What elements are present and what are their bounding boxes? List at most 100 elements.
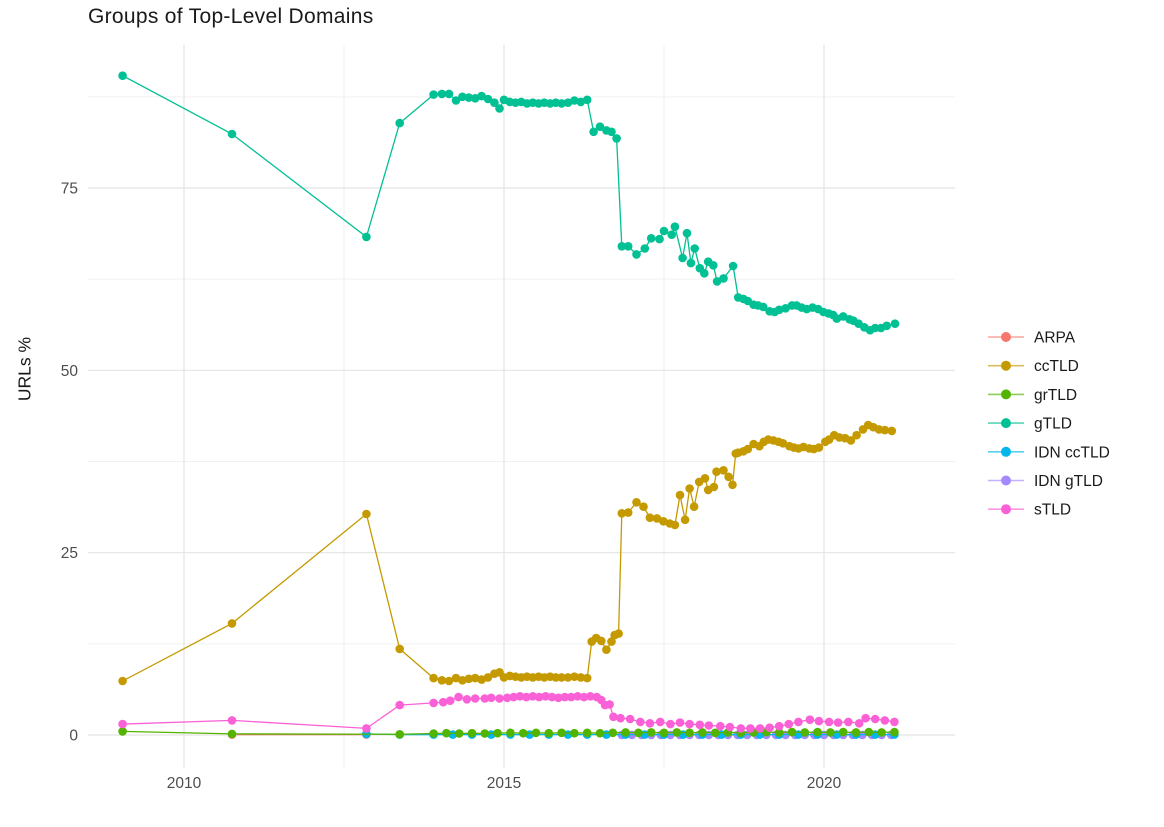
data-point — [846, 436, 856, 445]
data-point — [557, 99, 566, 108]
data-point — [483, 673, 493, 682]
data-point — [784, 719, 794, 729]
data-point — [579, 692, 589, 702]
chart-title: Groups of Top-Level Domains — [88, 5, 374, 28]
data-point — [515, 692, 525, 701]
legend-item-gtld: gTLD — [988, 416, 1072, 433]
data-point — [805, 715, 815, 724]
data-point — [854, 719, 864, 728]
data-point — [655, 234, 664, 244]
legend-label: ccTLD — [1034, 358, 1079, 375]
data-point — [227, 729, 237, 739]
data-point — [582, 95, 592, 105]
data-point — [710, 728, 720, 738]
legend-key-point — [1001, 446, 1011, 457]
data-point — [118, 719, 127, 729]
legend-label: sTLD — [1034, 502, 1071, 519]
legend-item-cctld: ccTLD — [988, 358, 1079, 375]
data-point — [493, 728, 502, 738]
series-line — [122, 75, 896, 331]
data-point — [362, 509, 371, 519]
data-point — [444, 89, 454, 99]
legend-label: IDN gTLD — [1034, 473, 1103, 490]
data-point — [765, 723, 774, 732]
data-point — [864, 727, 874, 737]
data-point — [678, 253, 687, 263]
data-point — [451, 96, 461, 105]
data-point — [685, 728, 694, 738]
data-point — [725, 722, 735, 732]
data-point — [544, 728, 554, 738]
data-point — [704, 721, 714, 730]
data-point — [890, 717, 899, 727]
data-point — [852, 430, 861, 440]
data-point — [362, 724, 371, 733]
y-tick-label: 75 — [61, 181, 78, 198]
data-point — [861, 713, 870, 723]
data-point — [522, 692, 531, 702]
data-point — [632, 250, 641, 259]
data-point — [719, 274, 728, 283]
data-point — [518, 728, 528, 738]
data-point — [685, 719, 694, 729]
data-point — [486, 730, 496, 739]
legend-key-point — [1001, 332, 1011, 342]
data-point — [589, 127, 598, 137]
data-point — [700, 269, 709, 278]
data-point — [486, 693, 496, 703]
data-point — [746, 724, 755, 733]
data-point — [833, 718, 843, 727]
data-point — [227, 619, 237, 628]
data-point — [438, 697, 448, 707]
data-point — [880, 716, 890, 725]
data-point — [437, 89, 447, 99]
data-point — [607, 127, 616, 137]
y-tick-label: 0 — [69, 728, 78, 745]
data-point — [570, 96, 579, 105]
data-point — [670, 222, 680, 231]
legend-key-point — [1001, 360, 1011, 371]
legend-item-grtld: grTLD — [988, 387, 1077, 404]
data-point — [709, 261, 718, 270]
data-point — [724, 472, 733, 482]
series-grtld — [118, 727, 899, 739]
data-point — [554, 693, 563, 703]
data-point — [682, 228, 692, 238]
data-point — [698, 728, 707, 737]
legend-label: gTLD — [1034, 416, 1072, 433]
data-point — [882, 321, 891, 331]
data-point — [645, 719, 655, 728]
data-point — [597, 636, 606, 646]
data-point — [612, 134, 621, 143]
data-point — [602, 645, 611, 654]
data-point — [743, 444, 753, 454]
data-point — [429, 698, 438, 708]
data-point — [680, 515, 690, 525]
data-point — [709, 482, 719, 492]
series-gtld — [118, 71, 900, 335]
data-point — [483, 94, 493, 104]
data-point — [582, 673, 592, 683]
data-point — [880, 425, 890, 435]
data-point — [659, 728, 669, 738]
data-point — [595, 728, 605, 738]
data-point — [531, 728, 541, 738]
data-point — [490, 98, 499, 107]
data-point — [670, 520, 680, 530]
data-point — [877, 728, 886, 737]
data-point — [667, 230, 676, 239]
data-point — [887, 426, 897, 436]
data-point — [813, 727, 822, 737]
data-point — [645, 513, 655, 522]
data-point — [736, 724, 746, 733]
data-point — [787, 727, 797, 737]
data-point — [437, 676, 447, 685]
y-tick-label: 25 — [61, 545, 78, 562]
data-point — [700, 474, 710, 483]
data-point — [480, 729, 490, 738]
data-point — [509, 692, 518, 702]
data-point — [623, 242, 633, 251]
data-point — [395, 700, 405, 710]
